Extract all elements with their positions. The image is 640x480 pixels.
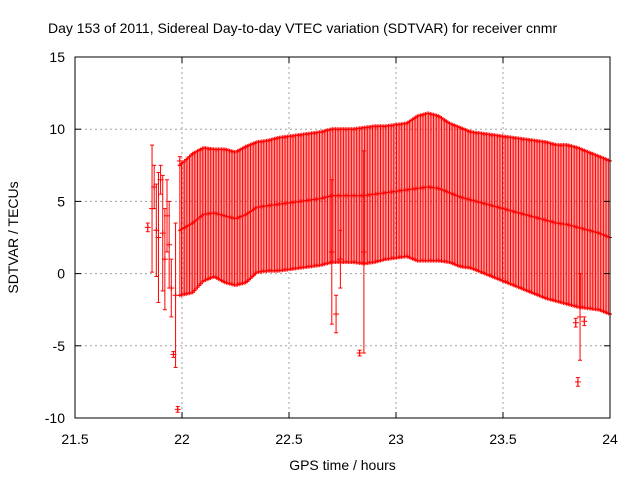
- tick-labels: 21.5 22 22.5 23 23.5 24 -10 -5 0 5 10 15: [45, 49, 618, 447]
- grid-lines: [75, 57, 610, 418]
- data-points: [144, 111, 612, 413]
- y-tick-label: 0: [57, 266, 65, 282]
- x-tick-label: 22.5: [275, 431, 302, 447]
- y-tick-label: -5: [53, 338, 66, 354]
- plot-frame: [74, 56, 611, 419]
- x-tick-label: 23: [388, 431, 404, 447]
- error-bar-band: [177, 112, 612, 315]
- x-tick-label: 23.5: [489, 431, 516, 447]
- y-tick-label: -10: [45, 410, 65, 426]
- x-tick-label: 21.5: [61, 431, 88, 447]
- y-tick-label: 10: [49, 121, 65, 137]
- axis-ticks: [74, 56, 611, 419]
- x-tick-label: 22: [174, 431, 190, 447]
- y-tick-label: 15: [49, 49, 65, 65]
- y-axis-title: SDTVAR / TECUs: [5, 181, 21, 293]
- chart-title: Day 153 of 2011, Sidereal Day-to-day VTE…: [48, 20, 557, 36]
- y-tick-label: 5: [57, 193, 65, 209]
- x-axis-title: GPS time / hours: [289, 457, 396, 473]
- x-tick-label: 24: [602, 431, 618, 447]
